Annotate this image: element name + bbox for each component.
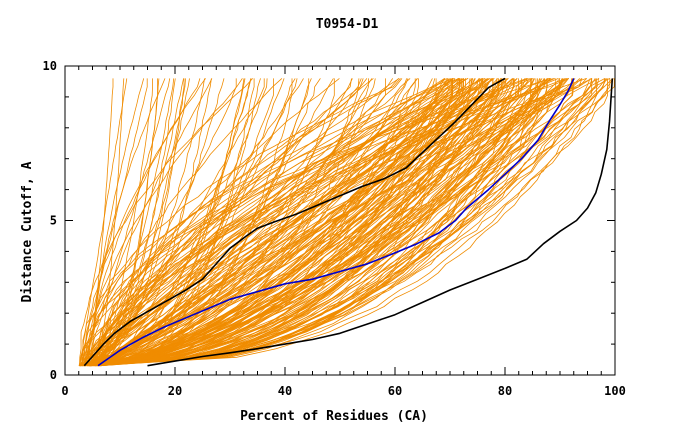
- model-curve: [99, 78, 491, 367]
- model-curve: [91, 78, 537, 367]
- axis-ticks-group: [64, 65, 616, 376]
- model-curve: [80, 78, 456, 367]
- model-curve: [79, 78, 128, 366]
- model-curve: [94, 78, 153, 366]
- model-curve: [79, 78, 253, 366]
- model-curve: [93, 78, 550, 366]
- model-curve: [79, 78, 446, 367]
- x-tick-label: 100: [604, 384, 626, 398]
- black-upper-curve: [83, 77, 506, 367]
- model-curve: [81, 78, 597, 367]
- model-curve: [94, 78, 483, 366]
- model-curve: [81, 78, 368, 366]
- model-curve: [80, 78, 403, 367]
- model-curve: [83, 78, 418, 367]
- y-tick-label: 10: [43, 59, 57, 73]
- model-curve: [83, 78, 386, 367]
- y-tick-label: 0: [50, 368, 57, 382]
- model-curve: [95, 78, 606, 367]
- model-curve: [95, 78, 548, 367]
- model-curve: [89, 78, 261, 367]
- model-curve: [98, 78, 463, 367]
- model-curve: [93, 78, 460, 367]
- model-curve: [84, 78, 507, 367]
- model-curve: [97, 78, 445, 366]
- x-tick-label: 40: [278, 384, 292, 398]
- model-curve: [86, 78, 472, 367]
- y-axis-label: Distance Cutoff, A: [20, 161, 35, 302]
- model-curve: [81, 78, 401, 366]
- model-curve: [79, 78, 600, 367]
- model-curve: [80, 78, 274, 367]
- model-curve: [92, 78, 504, 367]
- model-curve: [94, 78, 334, 367]
- model-curve: [96, 78, 515, 367]
- model-curve: [82, 78, 480, 367]
- model-curve: [88, 78, 201, 366]
- model-curve: [88, 78, 237, 366]
- blue-median-curve: [97, 78, 575, 367]
- model-curve: [78, 78, 373, 367]
- model-curve: [84, 78, 593, 367]
- model-curve: [79, 78, 471, 367]
- model-curve: [80, 78, 453, 367]
- model-curve: [88, 78, 549, 367]
- model-curve: [99, 78, 399, 366]
- chart-title: T0954-D1: [316, 17, 379, 32]
- highlight-series-group: [83, 77, 614, 367]
- model-curve: [87, 78, 125, 366]
- x-tick-label: 0: [61, 384, 68, 398]
- model-curve: [81, 78, 185, 367]
- model-curve: [86, 78, 454, 367]
- model-curve: [88, 78, 551, 367]
- x-axis-label: Percent of Residues (CA): [240, 409, 428, 424]
- model-curve: [96, 78, 312, 367]
- model-curve: [90, 78, 335, 367]
- model-curve: [98, 78, 529, 367]
- model-curve: [99, 78, 610, 367]
- x-tick-label: 20: [168, 384, 182, 398]
- model-curve: [99, 78, 534, 367]
- model-curve: [83, 78, 206, 366]
- black-lower-curve: [147, 78, 614, 367]
- model-curve: [90, 78, 481, 367]
- model-curve: [84, 78, 171, 366]
- model-curve: [87, 78, 473, 366]
- model-curve: [85, 78, 464, 367]
- model-curve: [86, 78, 492, 367]
- model-curve: [85, 78, 243, 366]
- model-curve: [94, 78, 611, 367]
- model-curve: [89, 78, 526, 367]
- model-curve: [92, 78, 563, 367]
- y-tick-label: 5: [50, 214, 57, 228]
- background-series-group: [78, 78, 615, 367]
- model-curve: [80, 78, 528, 366]
- model-curve: [91, 78, 166, 366]
- model-curve: [98, 78, 576, 367]
- x-tick-label: 80: [498, 384, 512, 398]
- model-curve: [84, 78, 418, 367]
- model-curve: [95, 78, 460, 366]
- model-curve: [90, 78, 190, 367]
- tick-labels-group: 0 20 40 60 80 100 0 5 10: [43, 59, 626, 398]
- model-curve: [89, 78, 472, 367]
- model-curve: [81, 78, 176, 367]
- model-curve: [95, 78, 494, 367]
- model-curve: [90, 78, 400, 366]
- x-tick-label: 60: [388, 384, 402, 398]
- model-curve: [80, 78, 252, 367]
- model-curve: [92, 78, 587, 367]
- model-curve: [91, 78, 614, 367]
- model-curve: [93, 78, 488, 366]
- model-curve: [99, 78, 564, 367]
- model-curve: [95, 78, 436, 367]
- model-curve: [97, 78, 160, 367]
- model-curve: [87, 78, 453, 367]
- model-curve: [98, 78, 561, 367]
- model-curve: [100, 78, 255, 367]
- model-curve: [92, 78, 531, 367]
- model-curve: [98, 78, 265, 366]
- model-curve: [80, 78, 493, 366]
